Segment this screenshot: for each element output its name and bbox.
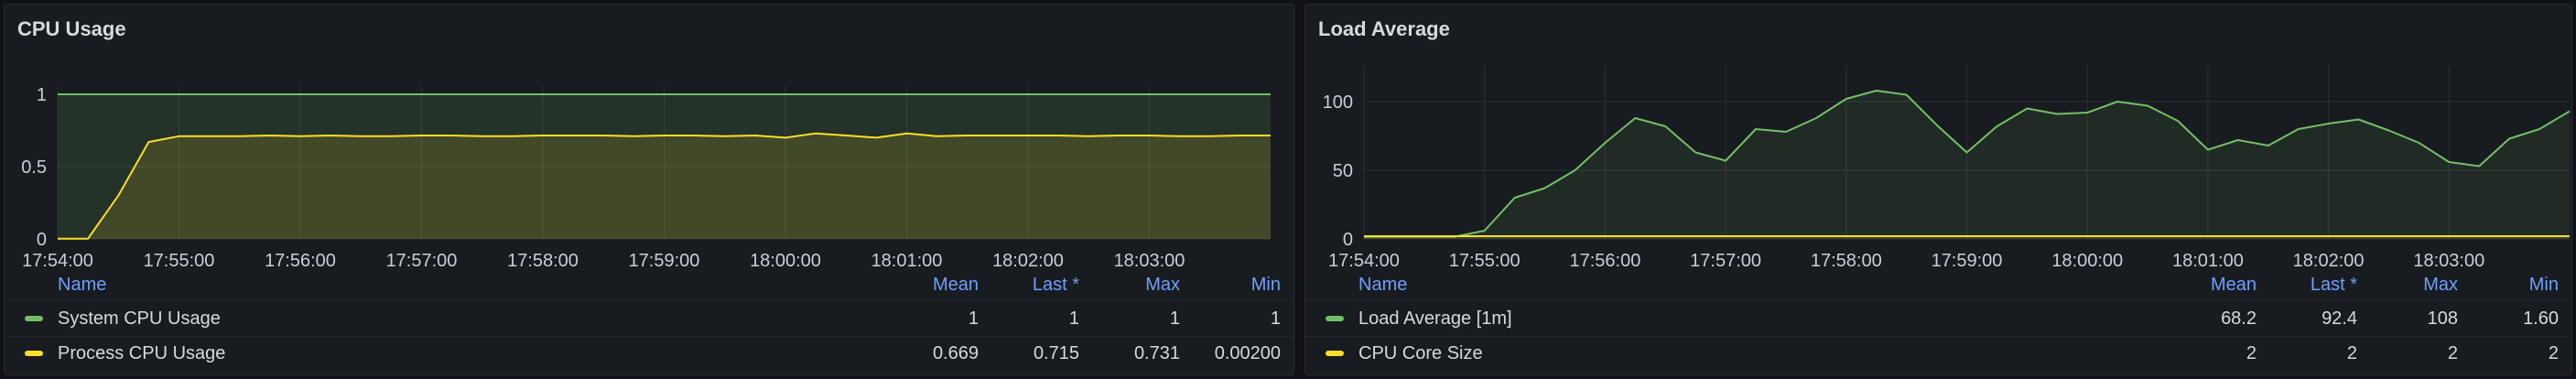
y-tick-label: 50: [1333, 161, 1353, 181]
legend-header-last[interactable]: Last *: [2310, 274, 2357, 295]
series-color-swatch[interactable]: [25, 351, 43, 356]
cpu-usage-chart[interactable]: 0 0.5 1 17:54:00 17:55:00 17:56:00 17:57:00 17:…: [5, 5, 1294, 271]
legend-series-name[interactable]: System CPU Usage: [58, 308, 221, 329]
y-tick-label: 1: [37, 85, 47, 105]
x-tick-label: 18:03:00: [1114, 251, 1185, 271]
y-tick-label: 100: [1323, 92, 1353, 113]
legend-max: 2: [2447, 342, 2458, 363]
panel-title[interactable]: CPU Usage: [17, 17, 126, 40]
x-tick-label: 17:59:00: [629, 251, 700, 271]
legend-series-name[interactable]: Process CPU Usage: [58, 342, 226, 363]
series-line[interactable]: [58, 132, 1271, 240]
legend-last: 92.4: [2322, 308, 2357, 329]
load-average-panel: Load Average 0 50 100 17:54:00 17:55:00 17:56…: [1304, 4, 2572, 375]
panel-title[interactable]: Load Average: [1318, 17, 1450, 40]
x-tick-label: 17:54:00: [22, 251, 93, 271]
legend-header-row: Name Mean Last * Max Min: [5, 270, 1293, 300]
legend-row[interactable]: Load Average [1m] 68.2 92.4 108 1.60: [1305, 301, 2571, 337]
legend-min: 0.00200: [1214, 342, 1281, 363]
y-tick-label: 0: [37, 230, 47, 250]
legend-series-name[interactable]: Load Average [1m]: [1358, 308, 1512, 329]
legend-min: 2: [2548, 342, 2559, 363]
x-tick-label: 18:01:00: [2172, 251, 2244, 271]
x-tick-label: 17:55:00: [1449, 251, 1521, 271]
legend-max: 108: [2427, 308, 2458, 329]
y-tick-label: 0.5: [21, 157, 47, 178]
x-tick-label: 17:56:00: [265, 251, 336, 271]
legend-row[interactable]: CPU Core Size 2 2 2 2: [1305, 336, 2571, 371]
x-tick-label: 17:58:00: [1811, 251, 1882, 271]
series-color-swatch[interactable]: [1326, 351, 1344, 356]
x-tick-label: 18:02:00: [992, 251, 1064, 271]
legend-last: 0.715: [1033, 342, 1079, 363]
legend-header-max[interactable]: Max: [2423, 274, 2458, 295]
legend-header-mean[interactable]: Mean: [2210, 274, 2257, 295]
legend-mean: 0.669: [932, 342, 979, 363]
x-tick-label: 18:01:00: [871, 251, 943, 271]
legend-row[interactable]: Process CPU Usage 0.669 0.715 0.731 0.00…: [5, 336, 1293, 371]
legend-mean: 2: [2246, 342, 2257, 363]
legend-header-row: Name Mean Last * Max Min: [1305, 270, 2571, 300]
x-tick-label: 18:00:00: [750, 251, 821, 271]
series-area: [58, 133, 1271, 239]
series-color-swatch[interactable]: [1326, 316, 1344, 321]
legend-header-last[interactable]: Last *: [1032, 274, 1079, 295]
legend-min: 1: [1270, 308, 1281, 329]
legend-last: 1: [1068, 308, 1079, 329]
cpu-usage-panel: CPU Usage 0 0.5 1 17:54:00 17:55:00 17:56:00 1…: [4, 4, 1294, 375]
x-tick-label: 17:57:00: [1690, 251, 1761, 271]
x-tick-label: 18:03:00: [2413, 251, 2484, 271]
legend-header-mean[interactable]: Mean: [932, 274, 979, 295]
legend-mean: 1: [968, 308, 979, 329]
x-tick-label: 17:58:00: [507, 251, 579, 271]
legend-header-max[interactable]: Max: [1145, 274, 1180, 295]
legend-header-name[interactable]: Name: [58, 274, 107, 295]
legend-min: 1.60: [2523, 308, 2559, 329]
x-tick-label: 17:55:00: [144, 251, 215, 271]
x-tick-label: 18:02:00: [2293, 251, 2365, 271]
load-average-chart[interactable]: 0 50 100 17:54:00 17:55:00 17:56:00 17:57:00 17…: [1305, 5, 2572, 271]
series-line[interactable]: [1364, 90, 2571, 238]
series-color-swatch[interactable]: [25, 316, 43, 321]
x-tick-label: 18:00:00: [2051, 251, 2123, 271]
legend-series-name[interactable]: CPU Core Size: [1358, 342, 1483, 363]
x-tick-label: 17:56:00: [1569, 251, 1640, 271]
legend-header-name[interactable]: Name: [1358, 274, 1408, 295]
legend-max: 0.731: [1133, 342, 1180, 363]
x-tick-label: 17:59:00: [1932, 251, 2003, 271]
legend-header-min[interactable]: Min: [2528, 274, 2559, 295]
series-area: [58, 94, 1271, 239]
legend-mean: 68.2: [2221, 308, 2257, 329]
legend-max: 1: [1169, 308, 1180, 329]
x-tick-label: 17:54:00: [1328, 251, 1400, 271]
x-tick-label: 17:57:00: [386, 251, 458, 271]
series-area: [1364, 91, 2570, 239]
legend-row[interactable]: System CPU Usage 1 1 1 1: [5, 301, 1293, 337]
y-tick-label: 0: [1343, 230, 1353, 250]
legend-header-min[interactable]: Min: [1250, 274, 1281, 295]
legend-last: 2: [2346, 342, 2357, 363]
